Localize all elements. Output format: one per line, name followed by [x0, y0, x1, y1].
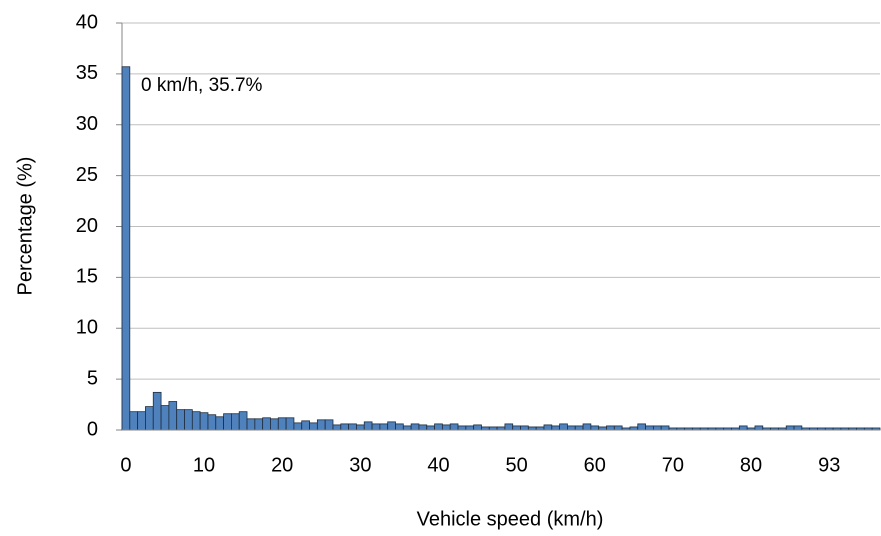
bar [176, 409, 185, 431]
bar [152, 391, 162, 431]
bar [582, 423, 592, 431]
bar [387, 421, 396, 431]
bar [348, 423, 357, 431]
bar [199, 412, 209, 431]
x-tick-label: 50 [506, 454, 528, 476]
bar [379, 423, 389, 431]
bar [215, 416, 224, 431]
bar [121, 66, 131, 431]
x-tick-label: 20 [271, 454, 293, 476]
bar [520, 425, 529, 431]
x-axis-title: Vehicle speed (km/h) [417, 508, 604, 530]
bar [434, 423, 443, 431]
bar [184, 409, 193, 431]
bar [410, 423, 420, 431]
y-tick-label: 25 [76, 164, 98, 186]
bar [441, 424, 451, 431]
bar [356, 424, 365, 431]
bar [168, 401, 178, 431]
bar [426, 425, 435, 431]
bar [738, 425, 748, 431]
bar [363, 421, 373, 431]
bar [309, 422, 318, 431]
bar [567, 425, 576, 431]
bar [652, 425, 662, 431]
bar [637, 423, 646, 431]
bar [277, 417, 287, 431]
y-tick-label: 5 [87, 367, 98, 389]
bar [606, 425, 615, 431]
bar [543, 424, 553, 431]
x-tick-label: 40 [427, 454, 449, 476]
bar [660, 425, 670, 431]
x-tick-label: 80 [740, 454, 762, 476]
bar [254, 418, 264, 431]
x-tick-label: 10 [193, 454, 215, 476]
bar [262, 417, 271, 431]
bar [504, 423, 514, 431]
bar [246, 418, 256, 431]
bar [270, 418, 279, 431]
bar [301, 420, 310, 431]
bar [332, 424, 342, 431]
annotation: 0 km/h, 35.7% [141, 75, 263, 96]
y-tick-label: 10 [76, 317, 98, 339]
y-tick-label: 30 [76, 113, 98, 135]
x-tick-label: 30 [349, 454, 371, 476]
bar [207, 414, 217, 431]
y-tick-label: 15 [76, 266, 98, 288]
bar [223, 413, 232, 431]
bar [137, 411, 146, 431]
bar [395, 423, 404, 431]
x-tick-label: 70 [662, 454, 684, 476]
x-tick-label: 93 [818, 454, 840, 476]
bar [160, 405, 170, 431]
bar [129, 411, 139, 431]
bar [238, 411, 248, 431]
bar [473, 424, 482, 431]
bar [231, 413, 240, 431]
bar [449, 423, 459, 431]
y-tick-label: 35 [76, 62, 98, 84]
bar [340, 423, 350, 431]
x-tick-label: 0 [120, 454, 131, 476]
y-tick-label: 0 [87, 418, 98, 440]
bar [551, 425, 561, 431]
bar [293, 422, 303, 431]
x-tick-label: 60 [584, 454, 606, 476]
bar [754, 425, 764, 431]
bar [145, 406, 154, 431]
bar [191, 411, 201, 431]
bar [371, 423, 381, 431]
bar [645, 425, 654, 431]
bar [465, 425, 475, 431]
bar [559, 423, 568, 431]
bar [512, 425, 521, 431]
bar [613, 425, 623, 431]
bar [285, 417, 295, 431]
bar [793, 425, 803, 431]
bar [418, 424, 428, 431]
y-tick-label: 40 [76, 11, 98, 33]
bar [457, 425, 467, 431]
bar [785, 425, 795, 431]
bar [574, 425, 584, 431]
bar [324, 419, 334, 431]
bar [590, 425, 600, 431]
bar [316, 419, 326, 431]
bar [402, 425, 412, 431]
y-axis-title: Percentage (%) [14, 157, 36, 296]
y-tick-label: 20 [76, 215, 98, 237]
